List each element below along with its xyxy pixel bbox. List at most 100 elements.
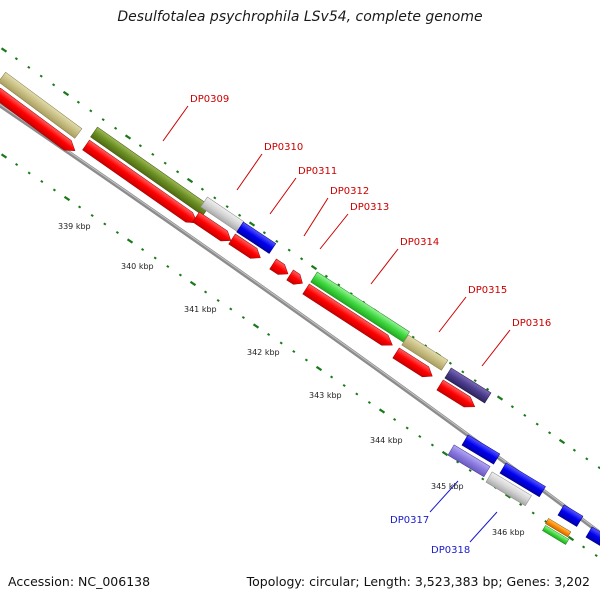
tick-mark [441,450,449,457]
tick-mark [114,126,118,130]
gene-feature-dp0314[interactable] [310,271,410,343]
gene-arrow[interactable] [0,87,79,155]
gene-feature-dp0316[interactable] [444,367,492,404]
gene-features [0,71,600,547]
tick-mark [287,248,291,252]
gene-feature[interactable] [0,71,83,139]
tick-mark [324,274,328,278]
tick-mark [124,134,132,140]
inner-tick-marks [0,153,598,558]
gene-arrow[interactable] [82,139,201,228]
tick-mark [0,153,8,159]
gene-feature[interactable] [461,434,501,465]
tick-mark [27,171,31,175]
tick-mark [304,358,308,362]
tick-mark [262,231,266,235]
tick-mark [267,332,271,337]
gene-arrow[interactable] [192,211,235,245]
gene-feature-dp0309[interactable] [90,126,211,216]
tick-mark [411,335,415,339]
tick-mark [40,179,44,184]
tick-mark [151,152,155,156]
tick-mark [216,298,220,303]
tick-mark [481,477,485,481]
tick-mark [535,422,539,426]
tick-mark [252,323,260,329]
tick-mark [355,392,359,396]
tick-mark [330,375,334,379]
tick-mark [15,162,19,167]
ruler-label: 345 kbp [431,482,464,491]
gene-label-dp0312[interactable]: DP0312 [330,186,369,197]
ruler-label: 341 kbp [184,305,217,314]
tick-mark [141,247,145,252]
tick-mark [300,257,304,261]
tick-mark [523,413,527,417]
tick-mark [213,196,217,200]
ruler-label: 344 kbp [370,436,403,445]
tick-mark [279,341,283,345]
gene-arrow[interactable] [302,283,396,350]
gene-feature-dp0317[interactable] [447,444,491,478]
outer-tick-marks [0,47,600,470]
tick-mark [393,417,397,422]
gene-arrow[interactable] [436,379,478,412]
tick-mark [52,83,56,87]
gene-label-leaders [162,105,511,543]
gene-label-dp0314[interactable]: DP0314 [400,237,439,248]
gene-arrow-dp0312[interactable] [269,258,292,279]
gene-feature-dp0318[interactable] [485,471,532,507]
tick-mark [310,264,318,271]
gene-label-dp0311[interactable]: DP0311 [298,166,337,177]
tick-mark [101,118,105,122]
gene-label-dp0309[interactable]: DP0309 [190,94,229,105]
tick-mark [63,195,71,202]
tick-mark [558,438,566,445]
ruler-label: 342 kbp [247,348,280,357]
gene-label-dp0318[interactable]: DP0318 [431,545,470,556]
page-title: Desulfotalea psychrophila LSv54, complet… [117,9,483,25]
tick-mark [189,280,197,287]
gene-label-dp0313[interactable]: DP0313 [350,202,389,213]
gene-arrow[interactable] [228,233,264,263]
tick-mark [27,65,31,69]
tick-mark [496,395,504,401]
tick-mark [473,379,477,383]
tick-mark [78,205,82,209]
tick-mark [200,187,204,191]
gene-feature[interactable] [499,462,546,498]
gene-labels: DP0309 DP0310 DP0311 DP0312 DP0313 DP031… [190,94,551,556]
tick-mark [531,511,535,515]
genome-summary-text: Topology: circular; Length: 3,523,383 bp… [246,574,590,589]
tick-mark [0,47,8,53]
gene-label-dp0317[interactable]: DP0317 [390,515,429,526]
tick-mark [248,221,256,227]
gene-feature-dp0315[interactable] [401,334,449,371]
tick-mark [461,370,465,374]
gene-feature[interactable] [585,526,600,547]
tick-mark [504,493,512,499]
tick-mark [337,283,341,287]
ruler-label: 346 kbp [492,528,525,537]
tick-mark [153,256,157,260]
gene-feature[interactable] [542,525,570,545]
tick-mark [62,90,70,97]
gene-label-dp0316[interactable]: DP0316 [512,318,551,329]
tick-mark [378,408,386,414]
gene-feature[interactable] [545,518,572,538]
tick-mark [178,273,182,277]
tick-mark [103,222,107,226]
ruler-labels: 339 kbp 340 kbp 341 kbp 342 kbp 343 kbp … [58,222,525,537]
gene-arrow[interactable] [392,347,436,381]
tick-mark [468,468,472,473]
gene-label-dp0315[interactable]: DP0315 [468,285,507,296]
tick-mark [52,188,56,192]
gene-arrow-dp0313[interactable] [286,269,306,288]
tick-mark [349,292,353,296]
gene-feature[interactable] [557,504,584,527]
ruler-label: 340 kbp [121,262,154,271]
tick-mark [176,170,180,174]
gene-label-dp0310[interactable]: DP0310 [264,142,303,153]
tick-mark [241,315,245,320]
gene-feature-dp0311[interactable] [236,221,277,254]
